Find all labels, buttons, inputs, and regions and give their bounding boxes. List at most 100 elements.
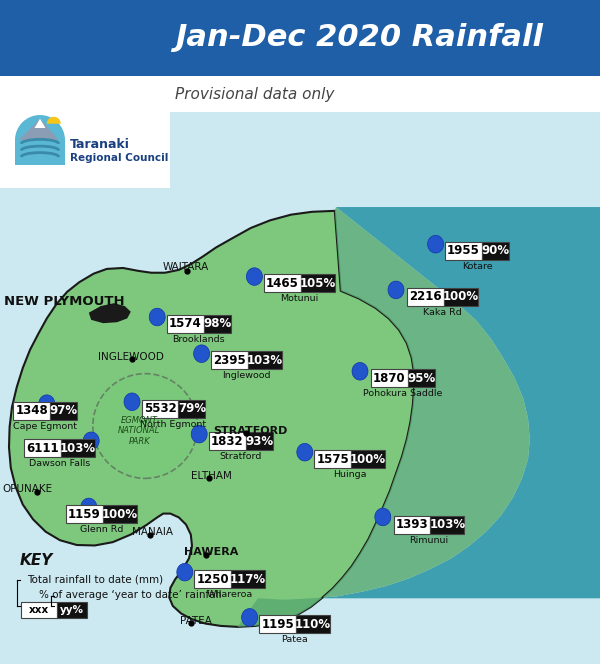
Bar — [66, 505, 103, 523]
Text: 1575: 1575 — [316, 453, 349, 466]
Text: Regional Council: Regional Council — [70, 153, 169, 163]
Text: 110%: 110% — [295, 618, 331, 631]
Polygon shape — [9, 211, 414, 627]
Bar — [13, 402, 50, 420]
Text: 100%: 100% — [443, 290, 479, 303]
Polygon shape — [297, 444, 313, 461]
Bar — [351, 450, 385, 468]
Text: 93%: 93% — [245, 435, 273, 448]
Polygon shape — [242, 609, 257, 626]
Text: HAWERA: HAWERA — [184, 547, 238, 557]
Bar — [445, 242, 482, 260]
Bar — [248, 351, 282, 369]
Text: 79%: 79% — [178, 402, 206, 416]
Text: 1195: 1195 — [261, 618, 294, 631]
Text: 1955: 1955 — [447, 244, 480, 258]
Bar — [0, 76, 600, 112]
Bar — [314, 450, 351, 468]
Text: 1250: 1250 — [196, 573, 229, 586]
Text: 5532: 5532 — [143, 402, 176, 416]
Bar — [231, 570, 265, 588]
Polygon shape — [81, 498, 97, 516]
Polygon shape — [428, 236, 443, 253]
Text: 117%: 117% — [230, 573, 266, 586]
Text: Taranaki: Taranaki — [70, 137, 130, 151]
Text: 6111: 6111 — [26, 442, 59, 455]
Text: Kaka Rd: Kaka Rd — [423, 307, 461, 317]
Text: 105%: 105% — [299, 277, 336, 290]
Text: 95%: 95% — [407, 372, 435, 385]
Text: Whareroa: Whareroa — [206, 590, 253, 600]
Bar — [178, 400, 205, 418]
Text: Patea: Patea — [281, 635, 308, 645]
Text: MANAIA: MANAIA — [132, 527, 173, 537]
Bar — [194, 570, 231, 588]
Text: Jan-Dec 2020 Rainfall: Jan-Dec 2020 Rainfall — [175, 23, 543, 52]
Polygon shape — [83, 432, 99, 450]
Text: Inglewood: Inglewood — [223, 371, 271, 380]
Text: North Egmont: North Egmont — [140, 420, 206, 429]
Bar — [301, 274, 335, 292]
Text: EGMONT
NATIONAL
PARK: EGMONT NATIONAL PARK — [118, 416, 160, 446]
Bar — [296, 616, 330, 633]
Polygon shape — [39, 395, 55, 412]
Text: Dawson Falls: Dawson Falls — [29, 459, 90, 468]
Text: 98%: 98% — [203, 317, 231, 330]
Bar — [103, 505, 137, 523]
Text: 2395: 2395 — [213, 354, 246, 367]
Text: Huinga: Huinga — [333, 470, 367, 479]
Text: ELTHAM: ELTHAM — [191, 471, 232, 481]
Bar — [430, 515, 464, 534]
Polygon shape — [19, 119, 59, 140]
Bar — [259, 616, 296, 633]
Bar — [211, 351, 248, 369]
Text: Total rainfall to date (mm): Total rainfall to date (mm) — [27, 574, 163, 584]
Text: OPUNAKE: OPUNAKE — [2, 484, 52, 494]
Bar — [407, 369, 434, 387]
Text: 103%: 103% — [430, 518, 466, 531]
Bar — [142, 400, 178, 418]
Bar — [203, 315, 230, 333]
Text: Kotare: Kotare — [462, 262, 493, 271]
Polygon shape — [89, 303, 131, 323]
Text: Rimunui: Rimunui — [409, 536, 449, 544]
Text: STRATFORD: STRATFORD — [214, 426, 288, 436]
Polygon shape — [388, 281, 404, 299]
Text: KEY: KEY — [19, 553, 52, 568]
Text: Stratford: Stratford — [220, 452, 262, 461]
Wedge shape — [47, 117, 61, 124]
Bar — [61, 440, 95, 457]
Text: 1574: 1574 — [169, 317, 202, 330]
Text: NEW PLYMOUTH: NEW PLYMOUTH — [4, 295, 125, 308]
Text: Brooklands: Brooklands — [172, 335, 225, 344]
Bar — [264, 274, 301, 292]
Text: 1465: 1465 — [266, 277, 299, 290]
Text: Provisional data only: Provisional data only — [175, 86, 334, 102]
Text: 1870: 1870 — [373, 372, 406, 385]
Polygon shape — [352, 363, 368, 380]
Polygon shape — [194, 345, 209, 363]
Text: 103%: 103% — [60, 442, 96, 455]
Polygon shape — [177, 563, 193, 581]
Text: % of average ‘year to date’ rainfall: % of average ‘year to date’ rainfall — [39, 590, 222, 600]
Polygon shape — [191, 426, 207, 443]
Polygon shape — [124, 393, 140, 410]
Text: 90%: 90% — [481, 244, 509, 258]
Polygon shape — [258, 207, 600, 600]
Text: xxx: xxx — [29, 605, 49, 616]
Polygon shape — [149, 308, 165, 326]
Text: WAITARA: WAITARA — [163, 262, 209, 272]
Text: Cape Egmont: Cape Egmont — [13, 422, 77, 431]
Text: 100%: 100% — [350, 453, 386, 466]
Text: Pohokura Saddle: Pohokura Saddle — [363, 389, 442, 398]
Polygon shape — [238, 207, 530, 627]
Bar — [443, 288, 478, 305]
Polygon shape — [247, 268, 262, 286]
Text: 1159: 1159 — [68, 507, 101, 521]
Bar — [57, 602, 87, 618]
Bar — [24, 440, 61, 457]
Bar — [394, 515, 430, 534]
Text: 1393: 1393 — [395, 518, 428, 531]
Text: 1832: 1832 — [211, 435, 244, 448]
Bar — [0, 0, 600, 76]
